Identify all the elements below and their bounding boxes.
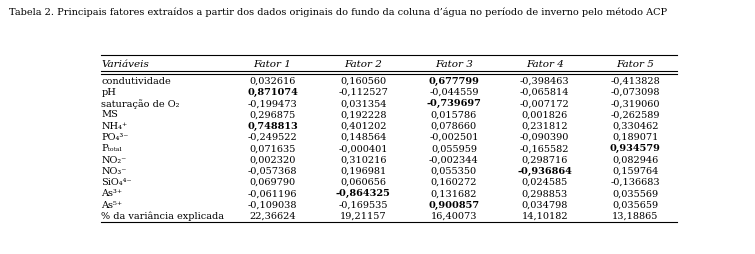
Text: PO₄³⁻: PO₄³⁻ [101,133,129,142]
Text: 0,055959: 0,055959 [431,144,477,153]
Text: -0,002501: -0,002501 [429,133,479,142]
Text: 0,189071: 0,189071 [612,133,658,142]
Text: 0,196981: 0,196981 [340,167,387,176]
Text: 0,032616: 0,032616 [249,77,296,86]
Text: -0,165582: -0,165582 [520,144,569,153]
Text: 0,034798: 0,034798 [522,201,568,210]
Text: 0,055350: 0,055350 [431,167,477,176]
Text: condutividade: condutividade [101,77,171,86]
Text: 0,082946: 0,082946 [612,156,658,165]
Text: 0,015786: 0,015786 [431,110,477,119]
Text: 0,298716: 0,298716 [522,156,568,165]
Text: 0,035569: 0,035569 [612,189,658,198]
Text: 0,677799: 0,677799 [429,77,479,86]
Text: NO₃⁻: NO₃⁻ [101,167,127,176]
Text: 0,035659: 0,035659 [612,201,658,210]
Text: 14,10182: 14,10182 [521,212,568,221]
Text: Fator 1: Fator 1 [254,60,291,69]
Text: 0,871074: 0,871074 [247,88,298,97]
Text: saturação de O₂: saturação de O₂ [101,99,180,108]
Text: -0,169535: -0,169535 [338,201,388,210]
Text: % da variância explicada: % da variância explicada [101,212,224,221]
Text: Tabela 2. Principais fatores extraídos a partir dos dados originais do fundo da : Tabela 2. Principais fatores extraídos a… [9,8,667,17]
Text: 0,001826: 0,001826 [522,110,568,119]
Text: -0,398463: -0,398463 [519,77,569,86]
Text: 19,21157: 19,21157 [340,212,387,221]
Text: NO₂⁻: NO₂⁻ [101,156,127,165]
Text: As⁵⁺: As⁵⁺ [101,201,122,210]
Text: 0,024585: 0,024585 [522,178,568,187]
Text: -0,044559: -0,044559 [429,88,479,97]
Text: -0,000401: -0,000401 [338,144,388,153]
Text: -0,136683: -0,136683 [611,178,660,187]
Text: -0,112527: -0,112527 [338,88,388,97]
Text: pH: pH [101,88,116,97]
Text: SiO₄⁴⁻: SiO₄⁴⁻ [101,178,132,187]
Text: 0,069790: 0,069790 [249,178,296,187]
Text: Variáveis: Variáveis [101,60,149,69]
Text: Fator 5: Fator 5 [616,60,655,69]
Text: 0,330462: 0,330462 [612,122,658,131]
Text: 0,748813: 0,748813 [247,122,298,131]
Text: -0,739697: -0,739697 [427,99,482,108]
Text: MS: MS [101,110,119,119]
Text: -0,073098: -0,073098 [611,88,660,97]
Text: 0,310216: 0,310216 [340,156,387,165]
Text: -0,936864: -0,936864 [517,167,572,176]
Text: Fator 3: Fator 3 [435,60,473,69]
Text: -0,262589: -0,262589 [611,110,660,119]
Text: 0,002320: 0,002320 [249,156,296,165]
Text: 0,031354: 0,031354 [340,99,387,108]
Text: -0,061196: -0,061196 [248,189,297,198]
Text: Fator 4: Fator 4 [525,60,563,69]
Text: 0,298853: 0,298853 [522,189,568,198]
Text: 0,078660: 0,078660 [431,122,477,131]
Text: 0,401202: 0,401202 [340,122,387,131]
Text: 0,159764: 0,159764 [612,167,658,176]
Text: -0,007172: -0,007172 [519,99,569,108]
Text: 0,160560: 0,160560 [341,77,387,86]
Text: 0,071635: 0,071635 [249,144,296,153]
Text: As³⁺: As³⁺ [101,189,122,198]
Text: -0,319060: -0,319060 [611,99,660,108]
Text: Pₜₒₜₐₗ: Pₜₒₜₐₗ [101,144,122,153]
Text: -0,090390: -0,090390 [520,133,569,142]
Text: 13,18865: 13,18865 [612,212,658,221]
Text: -0,057368: -0,057368 [248,167,297,176]
Text: 0,934579: 0,934579 [610,144,661,153]
Text: 0,160272: 0,160272 [430,178,477,187]
Text: Fator 2: Fator 2 [344,60,382,69]
Text: -0,864325: -0,864325 [336,189,390,198]
Text: NH₄⁺: NH₄⁺ [101,122,128,131]
Text: 0,060656: 0,060656 [341,178,387,187]
Text: 0,131682: 0,131682 [430,189,477,198]
Text: -0,065814: -0,065814 [520,88,569,97]
Text: 0,192228: 0,192228 [340,110,387,119]
Text: -0,002344: -0,002344 [429,156,479,165]
Text: 22,36624: 22,36624 [249,212,296,221]
Text: 0,231812: 0,231812 [521,122,568,131]
Text: 0,296875: 0,296875 [249,110,296,119]
Text: -0,199473: -0,199473 [248,99,297,108]
Text: 16,40073: 16,40073 [430,212,477,221]
Text: 0,900857: 0,900857 [428,201,479,210]
Text: -0,109038: -0,109038 [248,201,297,210]
Text: -0,249522: -0,249522 [248,133,297,142]
Text: -0,413828: -0,413828 [611,77,660,86]
Text: 0,148564: 0,148564 [340,133,387,142]
